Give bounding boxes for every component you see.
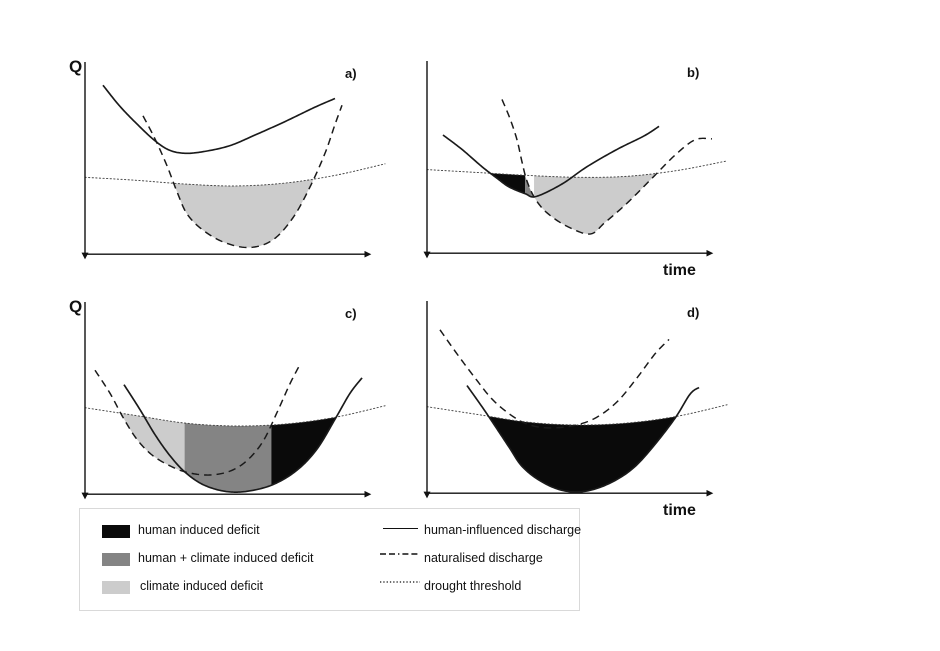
svg-text:time: time xyxy=(663,262,696,279)
svg-text:Q: Q xyxy=(69,297,82,316)
svg-text:time: time xyxy=(663,502,696,519)
svg-text:b): b) xyxy=(687,65,699,80)
svg-text:Q: Q xyxy=(69,57,82,76)
svg-text:a): a) xyxy=(345,66,357,81)
svg-text:c): c) xyxy=(345,306,357,321)
svg-text:d): d) xyxy=(687,305,699,320)
